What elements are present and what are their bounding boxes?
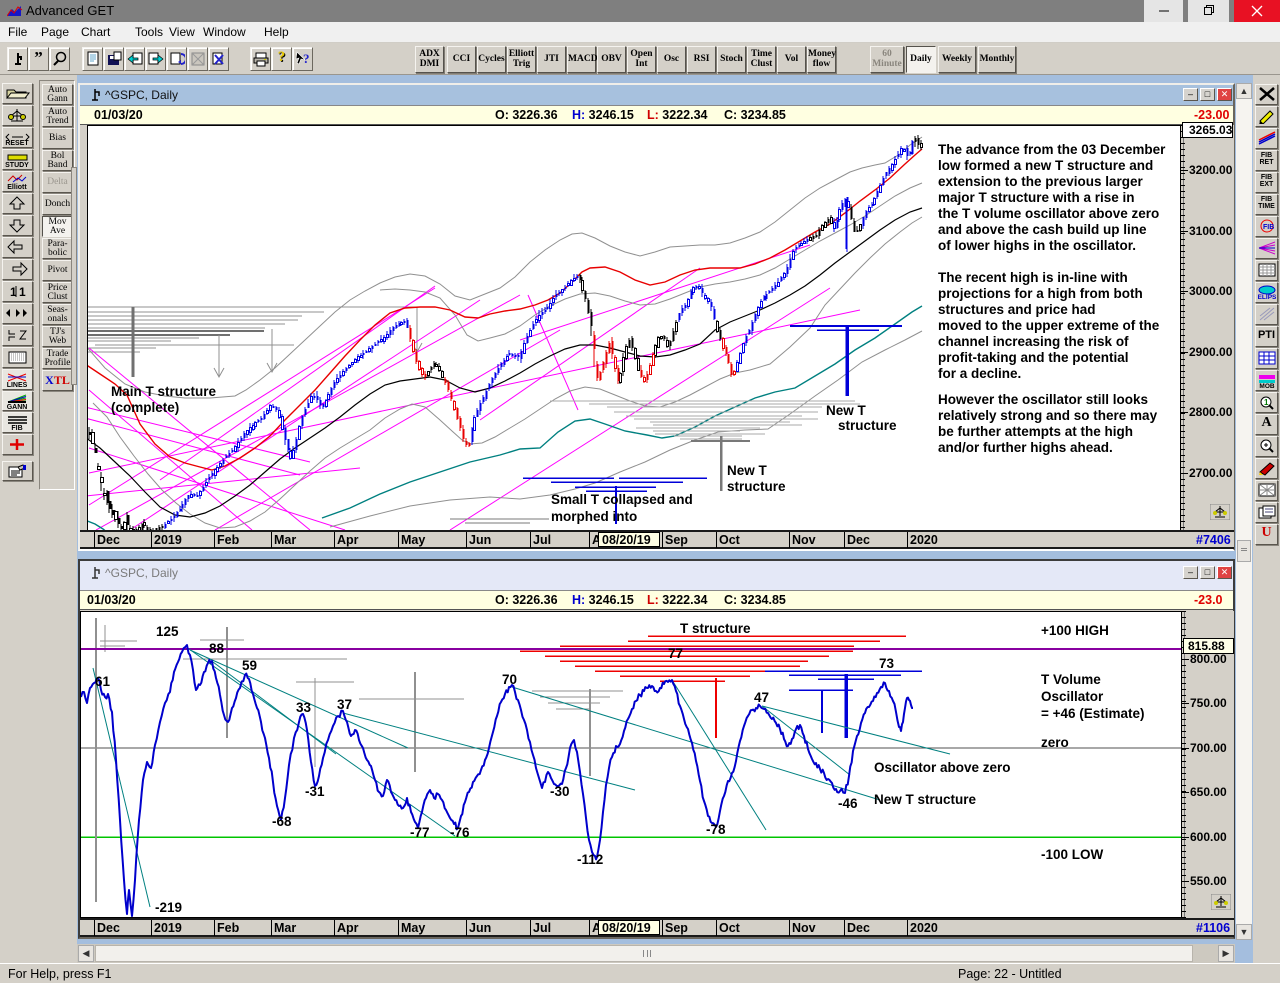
svg-text:59: 59 [242, 658, 257, 673]
svg-text:1: 1 [19, 285, 26, 299]
svg-text:However the oscillator still l: However the oscillator still looks [938, 392, 1148, 407]
svg-text:+100 HIGH: +100 HIGH [1041, 623, 1109, 638]
svg-text:ELIPS: ELIPS [1258, 294, 1277, 300]
svg-text:37: 37 [337, 697, 352, 712]
svg-text:1: 1 [10, 285, 17, 299]
svg-text:Small T collapsed and: Small T collapsed and [551, 492, 693, 507]
svg-text:for a decline.: for a decline. [938, 366, 1021, 381]
svg-text:-46: -46 [838, 796, 858, 811]
svg-text:major T structure with a rise: major T structure with a rise in [938, 190, 1135, 205]
svg-text:(complete): (complete) [111, 400, 179, 415]
svg-text:Oscillator above zero: Oscillator above zero [874, 760, 1011, 775]
svg-text:GANN: GANN [7, 404, 28, 410]
svg-text:?: ? [303, 51, 310, 66]
svg-text:The recent high is in-line wit: The recent high is in-line with [938, 270, 1128, 285]
svg-text:and/or further highs ahead.: and/or further highs ahead. [938, 440, 1113, 455]
svg-text:structure: structure [838, 418, 897, 433]
svg-text:FIB: FIB [11, 425, 22, 431]
svg-text:77: 77 [668, 646, 683, 661]
svg-text:70: 70 [502, 672, 517, 687]
svg-text:FIB: FIB [1263, 224, 1274, 231]
svg-text:structures and price had: structures and price had [938, 302, 1096, 317]
svg-text:profit-taking and the potentia: profit-taking and the potential [938, 350, 1129, 365]
svg-text:the T volume oscillator above: the T volume oscillator above zero [938, 206, 1159, 221]
svg-text:MOB: MOB [1259, 383, 1274, 389]
svg-text:New T structure: New T structure [874, 792, 977, 807]
svg-text:33: 33 [296, 700, 312, 715]
svg-text:channel increasing the risk of: channel increasing the risk of [938, 334, 1129, 349]
svg-text:T Volume: T Volume [1041, 672, 1101, 687]
svg-text:STUDY: STUDY [5, 162, 29, 168]
svg-text:relatively strong and so there: relatively strong and so there may [938, 408, 1158, 423]
svg-text:extension to the previous larg: extension to the previous larger [938, 174, 1144, 189]
svg-text:1: 1 [1264, 398, 1269, 407]
svg-text:47: 47 [754, 690, 769, 705]
svg-text:and above the cash build up li: and above the cash build up line [938, 222, 1147, 237]
svg-text:T structure: T structure [680, 621, 751, 636]
svg-text:88: 88 [209, 641, 225, 656]
svg-text:Oscillator: Oscillator [1041, 689, 1104, 704]
svg-text:-76: -76 [450, 825, 470, 840]
svg-text:-219: -219 [155, 900, 182, 915]
svg-text:-78: -78 [706, 822, 726, 837]
svg-text:Main T structure: Main T structure [111, 384, 217, 399]
svg-text:low formed a new T structure a: low formed a new T structure and [938, 158, 1153, 173]
svg-text:structure: structure [727, 479, 786, 494]
svg-text:= +46 (Estimate): = +46 (Estimate) [1041, 706, 1145, 721]
svg-text:Elliott: Elliott [7, 184, 27, 190]
svg-text:LINES: LINES [7, 382, 28, 388]
svg-text:-77: -77 [410, 825, 430, 840]
svg-text:New T: New T [826, 403, 867, 418]
svg-text:-31: -31 [305, 784, 325, 799]
svg-text:be further attempts at the hig: be further attempts at the high [938, 424, 1133, 439]
svg-text:zero: zero [1041, 735, 1069, 750]
svg-text:-100 LOW: -100 LOW [1041, 847, 1104, 862]
svg-text:projections for a high from bo: projections for a high from both [938, 286, 1143, 301]
svg-text:moved to the upper extreme of: moved to the upper extreme of the [938, 318, 1160, 333]
svg-text:61: 61 [95, 674, 111, 689]
svg-text:New T: New T [727, 463, 768, 478]
svg-text:-30: -30 [550, 784, 570, 799]
svg-text:The advance from the 03 Decemb: The advance from the 03 December [938, 142, 1166, 157]
svg-text:125: 125 [156, 624, 179, 639]
svg-text:of lower highs in the oscillat: of lower highs in the oscillator. [938, 238, 1136, 253]
svg-text:-112: -112 [577, 852, 603, 867]
svg-text:RESET: RESET [5, 140, 29, 146]
svg-text:morphed into: morphed into [551, 509, 637, 524]
svg-text:73: 73 [879, 656, 895, 671]
svg-text:-68: -68 [272, 814, 292, 829]
